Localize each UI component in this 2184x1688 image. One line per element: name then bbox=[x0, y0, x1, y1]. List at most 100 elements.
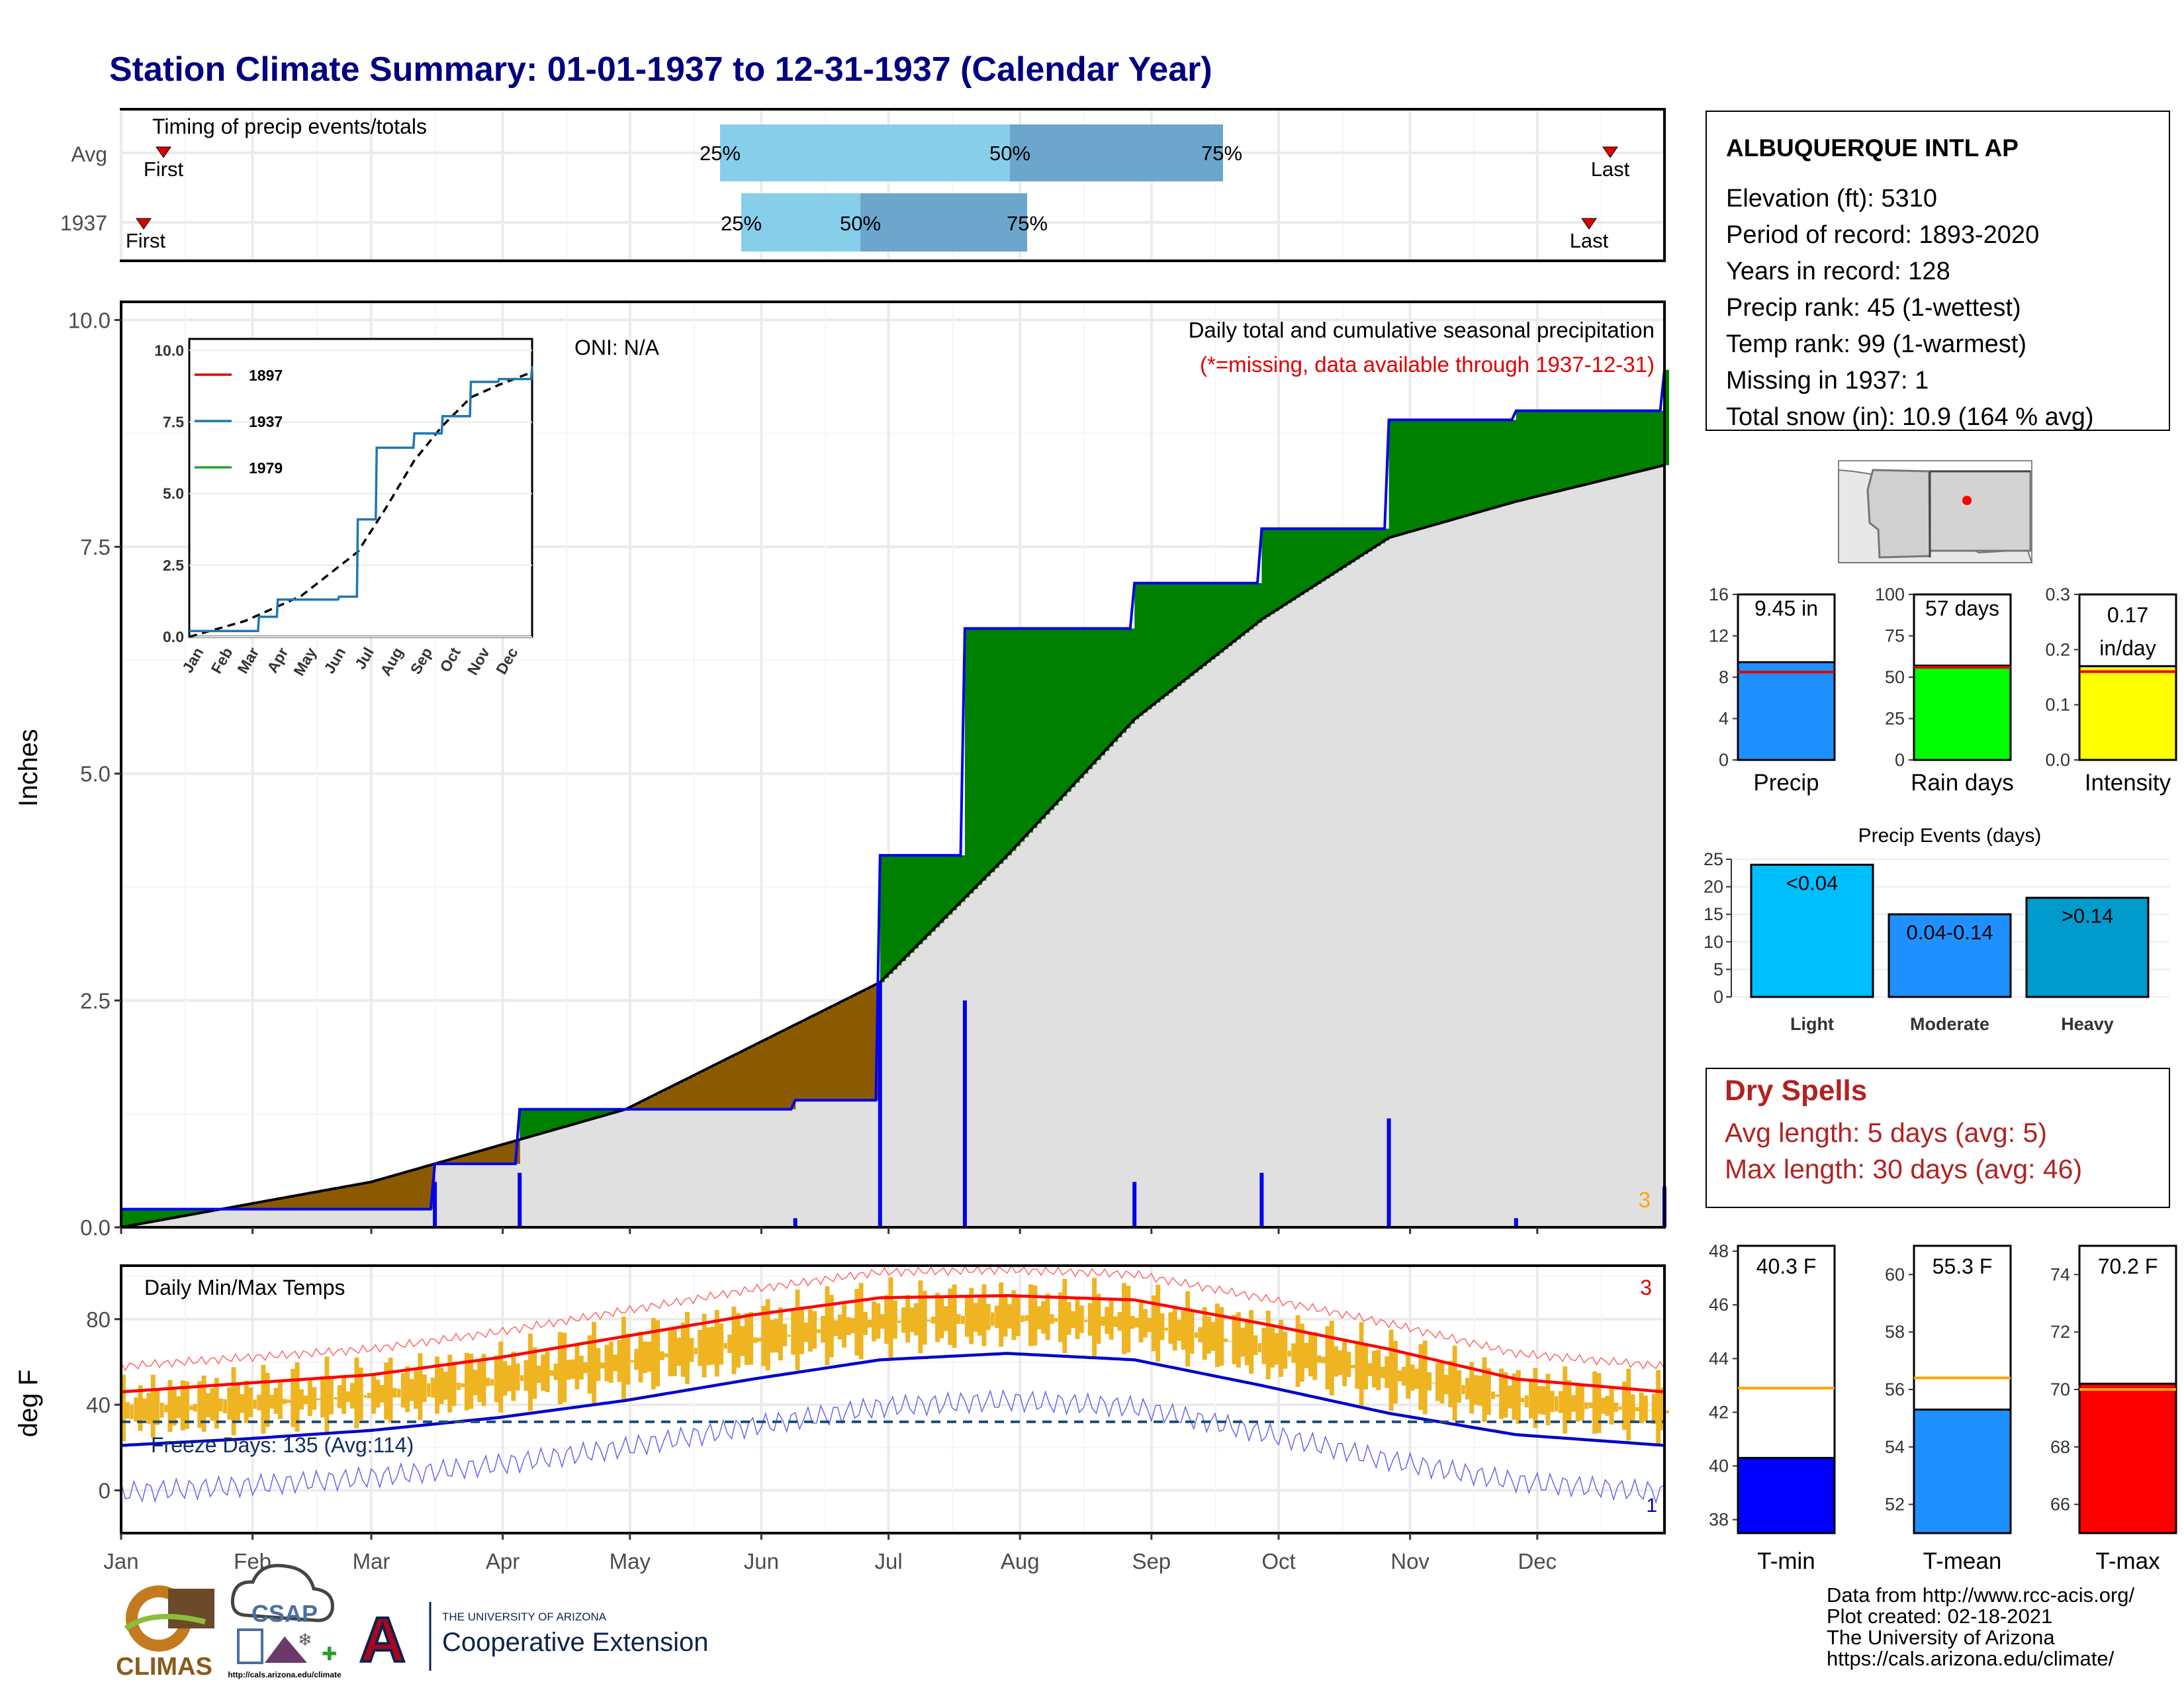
station-line-missing: Missing in 1937: 1 bbox=[1726, 367, 1929, 395]
ua-logo: A THE UNIVERSITY OF ARIZONA Cooperative … bbox=[358, 1602, 708, 1677]
temp-summary-ytick-label: 56 bbox=[1885, 1380, 1905, 1399]
inset-ytick-label: 10.0 bbox=[154, 342, 184, 359]
summary-ytick-label: 8 bbox=[1719, 667, 1729, 687]
credit-url: https://cals.arizona.edu/climate/ bbox=[1827, 1647, 2115, 1670]
oni-label: ONI: N/A bbox=[574, 336, 660, 359]
summary-bar-charts: 0 4 8 12 16 9.45 in Precip 0 25 50 75 100 57 days Rai… bbox=[1709, 585, 2177, 796]
temp-summary-ytick-label: 46 bbox=[1709, 1295, 1729, 1315]
station-line-precip-rank: Precip rank: 45 (1-wettest) bbox=[1726, 294, 2021, 322]
station-line-period: Period of record: 1893-2020 bbox=[1726, 221, 2039, 249]
precip-ylabel: Inches bbox=[14, 729, 43, 807]
svg-text:❄: ❄ bbox=[298, 1630, 312, 1650]
daily-precip-bar bbox=[793, 1218, 797, 1227]
month-label: Dec bbox=[1518, 1549, 1557, 1573]
inset-ytick-label: 2.5 bbox=[163, 557, 184, 574]
temp-summary-ytick-label: 66 bbox=[2050, 1495, 2070, 1515]
precip-ytick-label: 10.0 bbox=[68, 308, 111, 332]
cumulative-precip-line bbox=[121, 369, 1666, 1211]
yr-50-75-bar bbox=[860, 193, 1027, 252]
summary-ytick-label: 0.0 bbox=[2045, 750, 2070, 770]
freeze-days: Freeze Days: 135 (Avg:114) bbox=[151, 1433, 414, 1457]
first-label-avg: First bbox=[144, 158, 184, 181]
summary-ytick-label: 75 bbox=[1885, 626, 1905, 646]
page-title: Station Climate Summary: 01-01-1937 to 1… bbox=[109, 50, 1212, 89]
last-marker-year bbox=[1581, 218, 1597, 230]
temp-summary-label: T-min bbox=[1757, 1548, 1815, 1574]
precip-ytick-label: 0.0 bbox=[80, 1215, 111, 1240]
month-label: Jun bbox=[744, 1549, 779, 1573]
credit-university: The University of Arizona bbox=[1827, 1626, 2055, 1649]
last-marker-avg bbox=[1602, 146, 1618, 158]
inset-ytick-label: 0.0 bbox=[163, 628, 184, 645]
month-label: Mar bbox=[353, 1549, 390, 1573]
summary-bar-label: Rain days bbox=[1911, 770, 2014, 796]
daily-precip-bar bbox=[1514, 1218, 1518, 1227]
month-label: May bbox=[610, 1549, 651, 1573]
temp-summary-label: T-max bbox=[2095, 1548, 2160, 1574]
month-label: Apr bbox=[486, 1549, 520, 1573]
credit-plot-created: Plot created: 02-18-2021 bbox=[1827, 1605, 2052, 1628]
daily-precip-bar bbox=[878, 982, 882, 1227]
avg-tmax-line bbox=[120, 1293, 1665, 1393]
temp-summary-ytick-label: 52 bbox=[1885, 1495, 1905, 1515]
ua-logo-big: Cooperative Extension bbox=[442, 1628, 708, 1657]
temp-summary-label: T-mean bbox=[1923, 1548, 2002, 1574]
summary-bar-value bbox=[2078, 665, 2177, 761]
event-category-label: Heavy bbox=[2061, 1014, 2114, 1034]
avg-p25-label: 25% bbox=[700, 142, 741, 165]
summary-ytick-label: 0.1 bbox=[2045, 695, 2070, 715]
daily-precip-bar bbox=[1259, 1172, 1264, 1227]
temp-summary-value-label: 70.2 F bbox=[2098, 1254, 2158, 1278]
month-label: Aug bbox=[1001, 1549, 1040, 1573]
daily-precip-bar bbox=[1132, 1182, 1137, 1227]
credit-data-source: Data from http://www.rcc-acis.org/ bbox=[1827, 1583, 2135, 1607]
dry-spells-title: Dry Spells bbox=[1725, 1074, 1867, 1107]
avg-p75-label: 75% bbox=[1201, 142, 1242, 165]
summary-bar-intensity: 0.0 0.1 0.2 0.3 0.17 in/day Intensity bbox=[2045, 585, 2177, 796]
last-label-avg: Last bbox=[1591, 158, 1630, 181]
temp-summary-ytick-label: 68 bbox=[2050, 1437, 2070, 1457]
summary-bar-label: Intensity bbox=[2085, 770, 2171, 796]
precip-ytick-label: 5.0 bbox=[80, 762, 111, 786]
inset-avg-line bbox=[189, 371, 533, 638]
event-bar-label: >0.14 bbox=[2062, 904, 2113, 927]
daily-precip-bar bbox=[1387, 1118, 1391, 1227]
summary-bar-value bbox=[1737, 661, 1836, 761]
avg-cumulative-line bbox=[120, 463, 1665, 1229]
month-label: Jan bbox=[103, 1549, 138, 1573]
month-label: Nov bbox=[1390, 1549, 1430, 1573]
event-bar bbox=[1888, 913, 2012, 998]
month-label: Sep bbox=[1132, 1549, 1171, 1573]
precip-caption: Daily total and cumulative seasonal prec… bbox=[1189, 318, 1655, 342]
month-label: Oct bbox=[1261, 1549, 1295, 1573]
event-bar bbox=[1750, 863, 1874, 998]
temp-summary-ytick-label: 70 bbox=[2050, 1380, 2070, 1399]
climas-logo-text: CLIMAS bbox=[116, 1653, 212, 1681]
summary-bar-value bbox=[1913, 665, 2012, 761]
event-bar-label: 0.04-0.14 bbox=[1907, 921, 1993, 944]
temp-summary-ytick-label: 72 bbox=[2050, 1322, 2070, 1342]
below-average-area bbox=[222, 984, 881, 1209]
last-label-year: Last bbox=[1570, 229, 1609, 252]
temp-summary-value-label: 55.3 F bbox=[1933, 1254, 1993, 1278]
dry-spells-box: Dry Spells Avg length: 5 days (avg: 5) M… bbox=[1706, 1068, 2170, 1208]
temp-summary-t-mean: 52 54 56 58 60 55.3 F T-mean bbox=[1885, 1244, 2012, 1574]
summary-ytick-label: 0.3 bbox=[2045, 585, 2070, 604]
daily-precip-bar bbox=[962, 1000, 967, 1227]
timing-panel: Timing of precip events/totals Avg 1937 … bbox=[60, 108, 1666, 262]
temp-summary-ytick-label: 60 bbox=[1885, 1264, 1905, 1284]
event-category-label: Moderate bbox=[1910, 1014, 1989, 1034]
events-ytick-label: 15 bbox=[1704, 904, 1723, 924]
climas-logo: CLIMAS bbox=[116, 1585, 214, 1681]
locator-map bbox=[1838, 460, 2033, 563]
yr-p25-label: 25% bbox=[721, 212, 762, 235]
ua-logo-letter: A bbox=[359, 1605, 405, 1675]
event-bar bbox=[2025, 896, 2150, 998]
csap-logo: CSAP ❄ ✚ http://cals.arizona.edu/climate bbox=[228, 1564, 341, 1679]
temp-summary-ytick-label: 54 bbox=[1885, 1437, 1905, 1457]
avg-p50-label: 50% bbox=[989, 142, 1030, 165]
summary-bar-value-label: 0.17 bbox=[2107, 603, 2148, 627]
summary-ytick-label: 100 bbox=[1875, 585, 1905, 604]
daily-precip-bar bbox=[518, 1172, 522, 1227]
precip-caption-missing: (*=missing, data available through 1937-… bbox=[1200, 352, 1655, 377]
